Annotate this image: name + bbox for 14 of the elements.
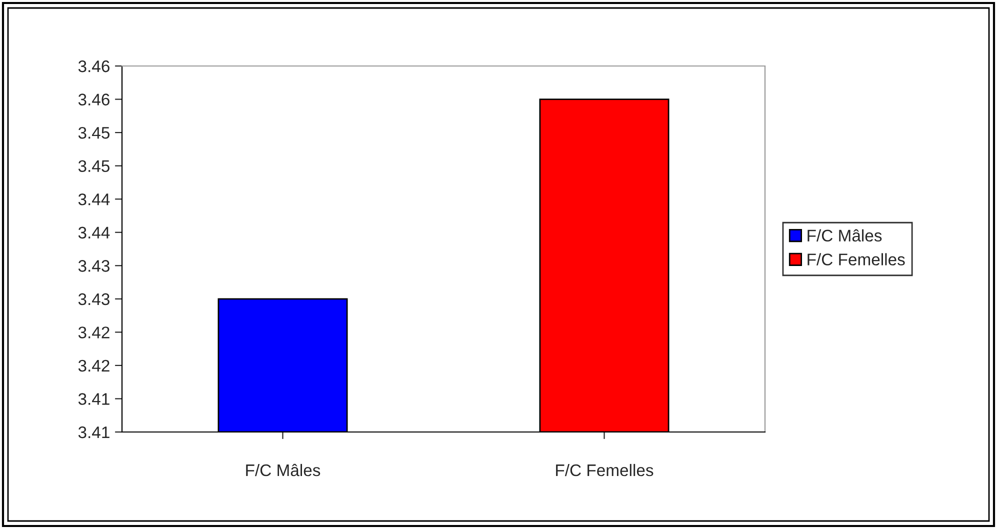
- legend-label: F/C Mâles: [808, 229, 882, 242]
- y-tick-label: 3.44: [78, 226, 110, 239]
- y-tick-label: 3.46: [78, 94, 110, 106]
- legend-label: F/C Femelles: [808, 253, 905, 266]
- y-tick-label: 3.44: [78, 193, 110, 206]
- y-tick-label: 3.43: [78, 260, 110, 272]
- y-tick-label: 3.45: [78, 160, 110, 172]
- y-tick-label: 3.46: [78, 60, 110, 72]
- y-tick-label: 3.41: [78, 426, 110, 438]
- y-tick-label: 3.45: [78, 126, 110, 139]
- y-tick-label: 3.41: [78, 393, 110, 405]
- y-tick-label: 3.42: [78, 326, 110, 338]
- y-tick-label: 3.43: [78, 293, 110, 306]
- y-tick-label: 3.42: [78, 360, 110, 372]
